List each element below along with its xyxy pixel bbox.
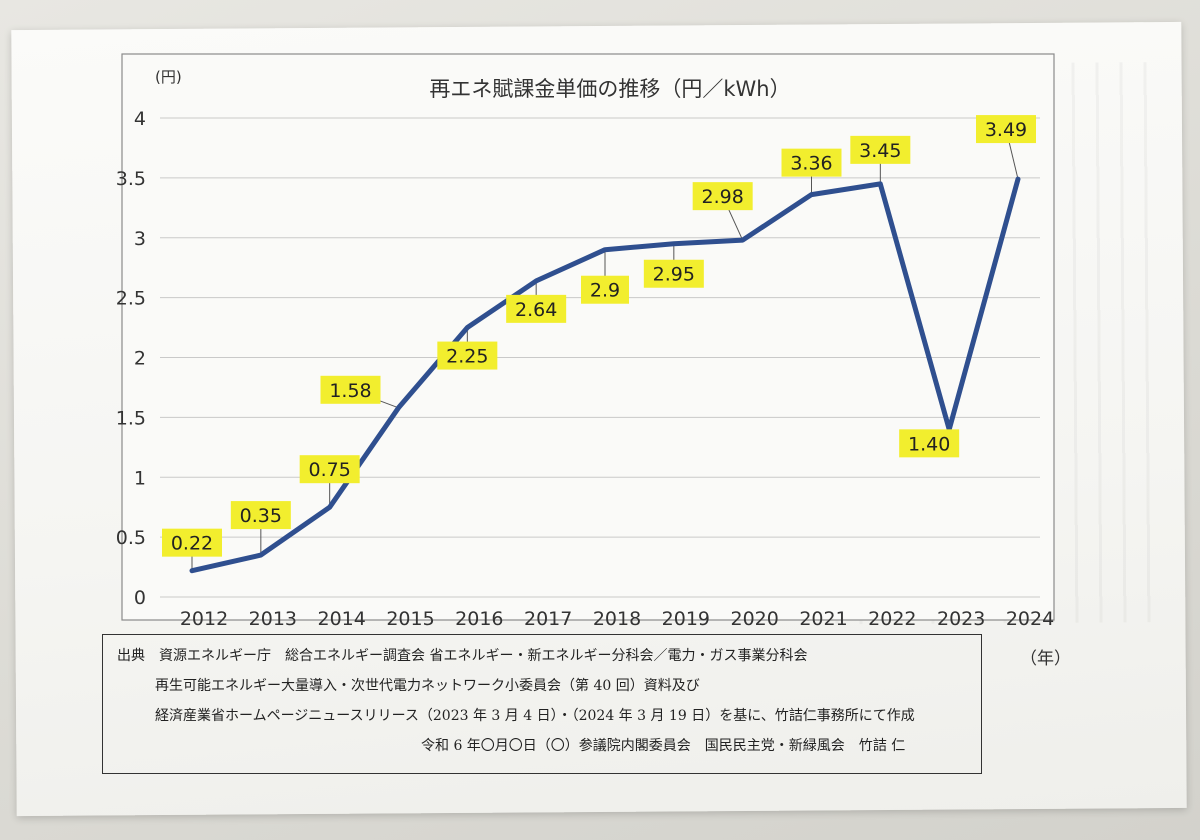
data-label-highlight [899,429,960,458]
y-tick-label: 1.5 [116,407,146,429]
data-label-highlight [692,182,753,211]
data-label-highlight [299,455,360,484]
data-label-highlight [781,148,842,177]
x-tick-labels: 2012 2013 2014 2015 2016 2017 2018 2019 2020 2021… [180,608,1054,630]
data-label-highlight [581,275,629,304]
x-tick-label: 2021 [799,608,847,630]
y-tick-labels: 0 0.5 1 1.5 2 2.5 3 3.5 4 [116,108,146,609]
data-labels: 0.22 0.35 0.75 1.58 2.25 2.64 2.9 2.95 2.98 3.36 3… [162,115,1036,557]
chart-title: 再エネ賦課金単価の推移（円／kWh） [429,77,790,101]
y-tick-label: 1 [134,467,146,489]
data-label-highlight [162,528,222,557]
x-tick-label: 2023 [937,608,985,630]
x-tick-label: 2015 [386,608,434,630]
data-label: 3.45 [859,140,901,162]
data-label: 0.22 [171,533,213,555]
data-label: 2.64 [515,299,557,321]
source-line-2: 再生可能エネルギー大量導入・次世代電力ネットワーク小委員会（第 40 回）資料及… [155,678,700,694]
data-label: 2.95 [653,264,695,286]
data-label-highlight [850,135,911,164]
data-label-highlight [437,341,498,370]
source-line-3: 経済産業省ホームページニュースリリース（2023 年 3 月 4 日）・（202… [155,708,915,724]
x-tick-label: 2024 [1006,608,1054,630]
data-label-highlight [976,115,1036,144]
y-tick-label: 3.5 [116,168,146,190]
x-tick-label: 2020 [730,608,778,630]
y-tick-label: 3 [134,228,146,250]
y-tick-label: 2 [134,348,146,370]
y-tick-label: 2.5 [116,288,146,310]
y-axis-unit: (円) [155,68,182,86]
data-label: 1.40 [908,433,950,455]
source-line-1: 出典 資源エネルギー庁 総合エネルギー調査会 省エネルギー・新エネルギー分科会／… [117,648,808,664]
data-label-highlight [320,375,381,404]
x-tick-label: 2014 [317,608,365,630]
y-tick-label: 0.5 [116,527,146,549]
data-label-highlight [506,294,567,323]
x-tick-label: 2018 [593,608,641,630]
data-label: 0.35 [240,505,282,527]
x-tick-label: 2012 [180,608,228,630]
chart-frame [121,53,1055,621]
y-tick-label: 4 [134,108,146,130]
data-label: 2.9 [590,280,620,302]
data-label: 1.58 [329,380,371,402]
data-label: 2.25 [446,346,488,368]
data-label: 3.49 [985,119,1027,141]
source-line-4: 令和 6 年〇月〇日（〇）参議院内閣委員会 国民民主党・新緑風会 竹詰 仁 [421,738,906,754]
y-tick-label: 0 [134,587,146,609]
data-label: 0.75 [309,459,351,481]
x-tick-label: 2019 [662,608,710,630]
x-tick-label: 2013 [249,608,297,630]
data-label: 2.98 [702,186,744,208]
source-box: 出典 資源エネルギー庁 総合エネルギー調査会 省エネルギー・新エネルギー分科会／… [102,634,982,774]
x-tick-label: 2017 [524,608,572,630]
x-tick-label: 2022 [868,608,916,630]
data-label-highlight [230,501,291,530]
data-label-highlight [643,259,704,288]
series-line [189,176,1021,574]
data-label: 3.36 [790,153,832,175]
x-axis-unit: （年） [1020,649,1071,669]
x-tick-label: 2016 [455,608,503,630]
